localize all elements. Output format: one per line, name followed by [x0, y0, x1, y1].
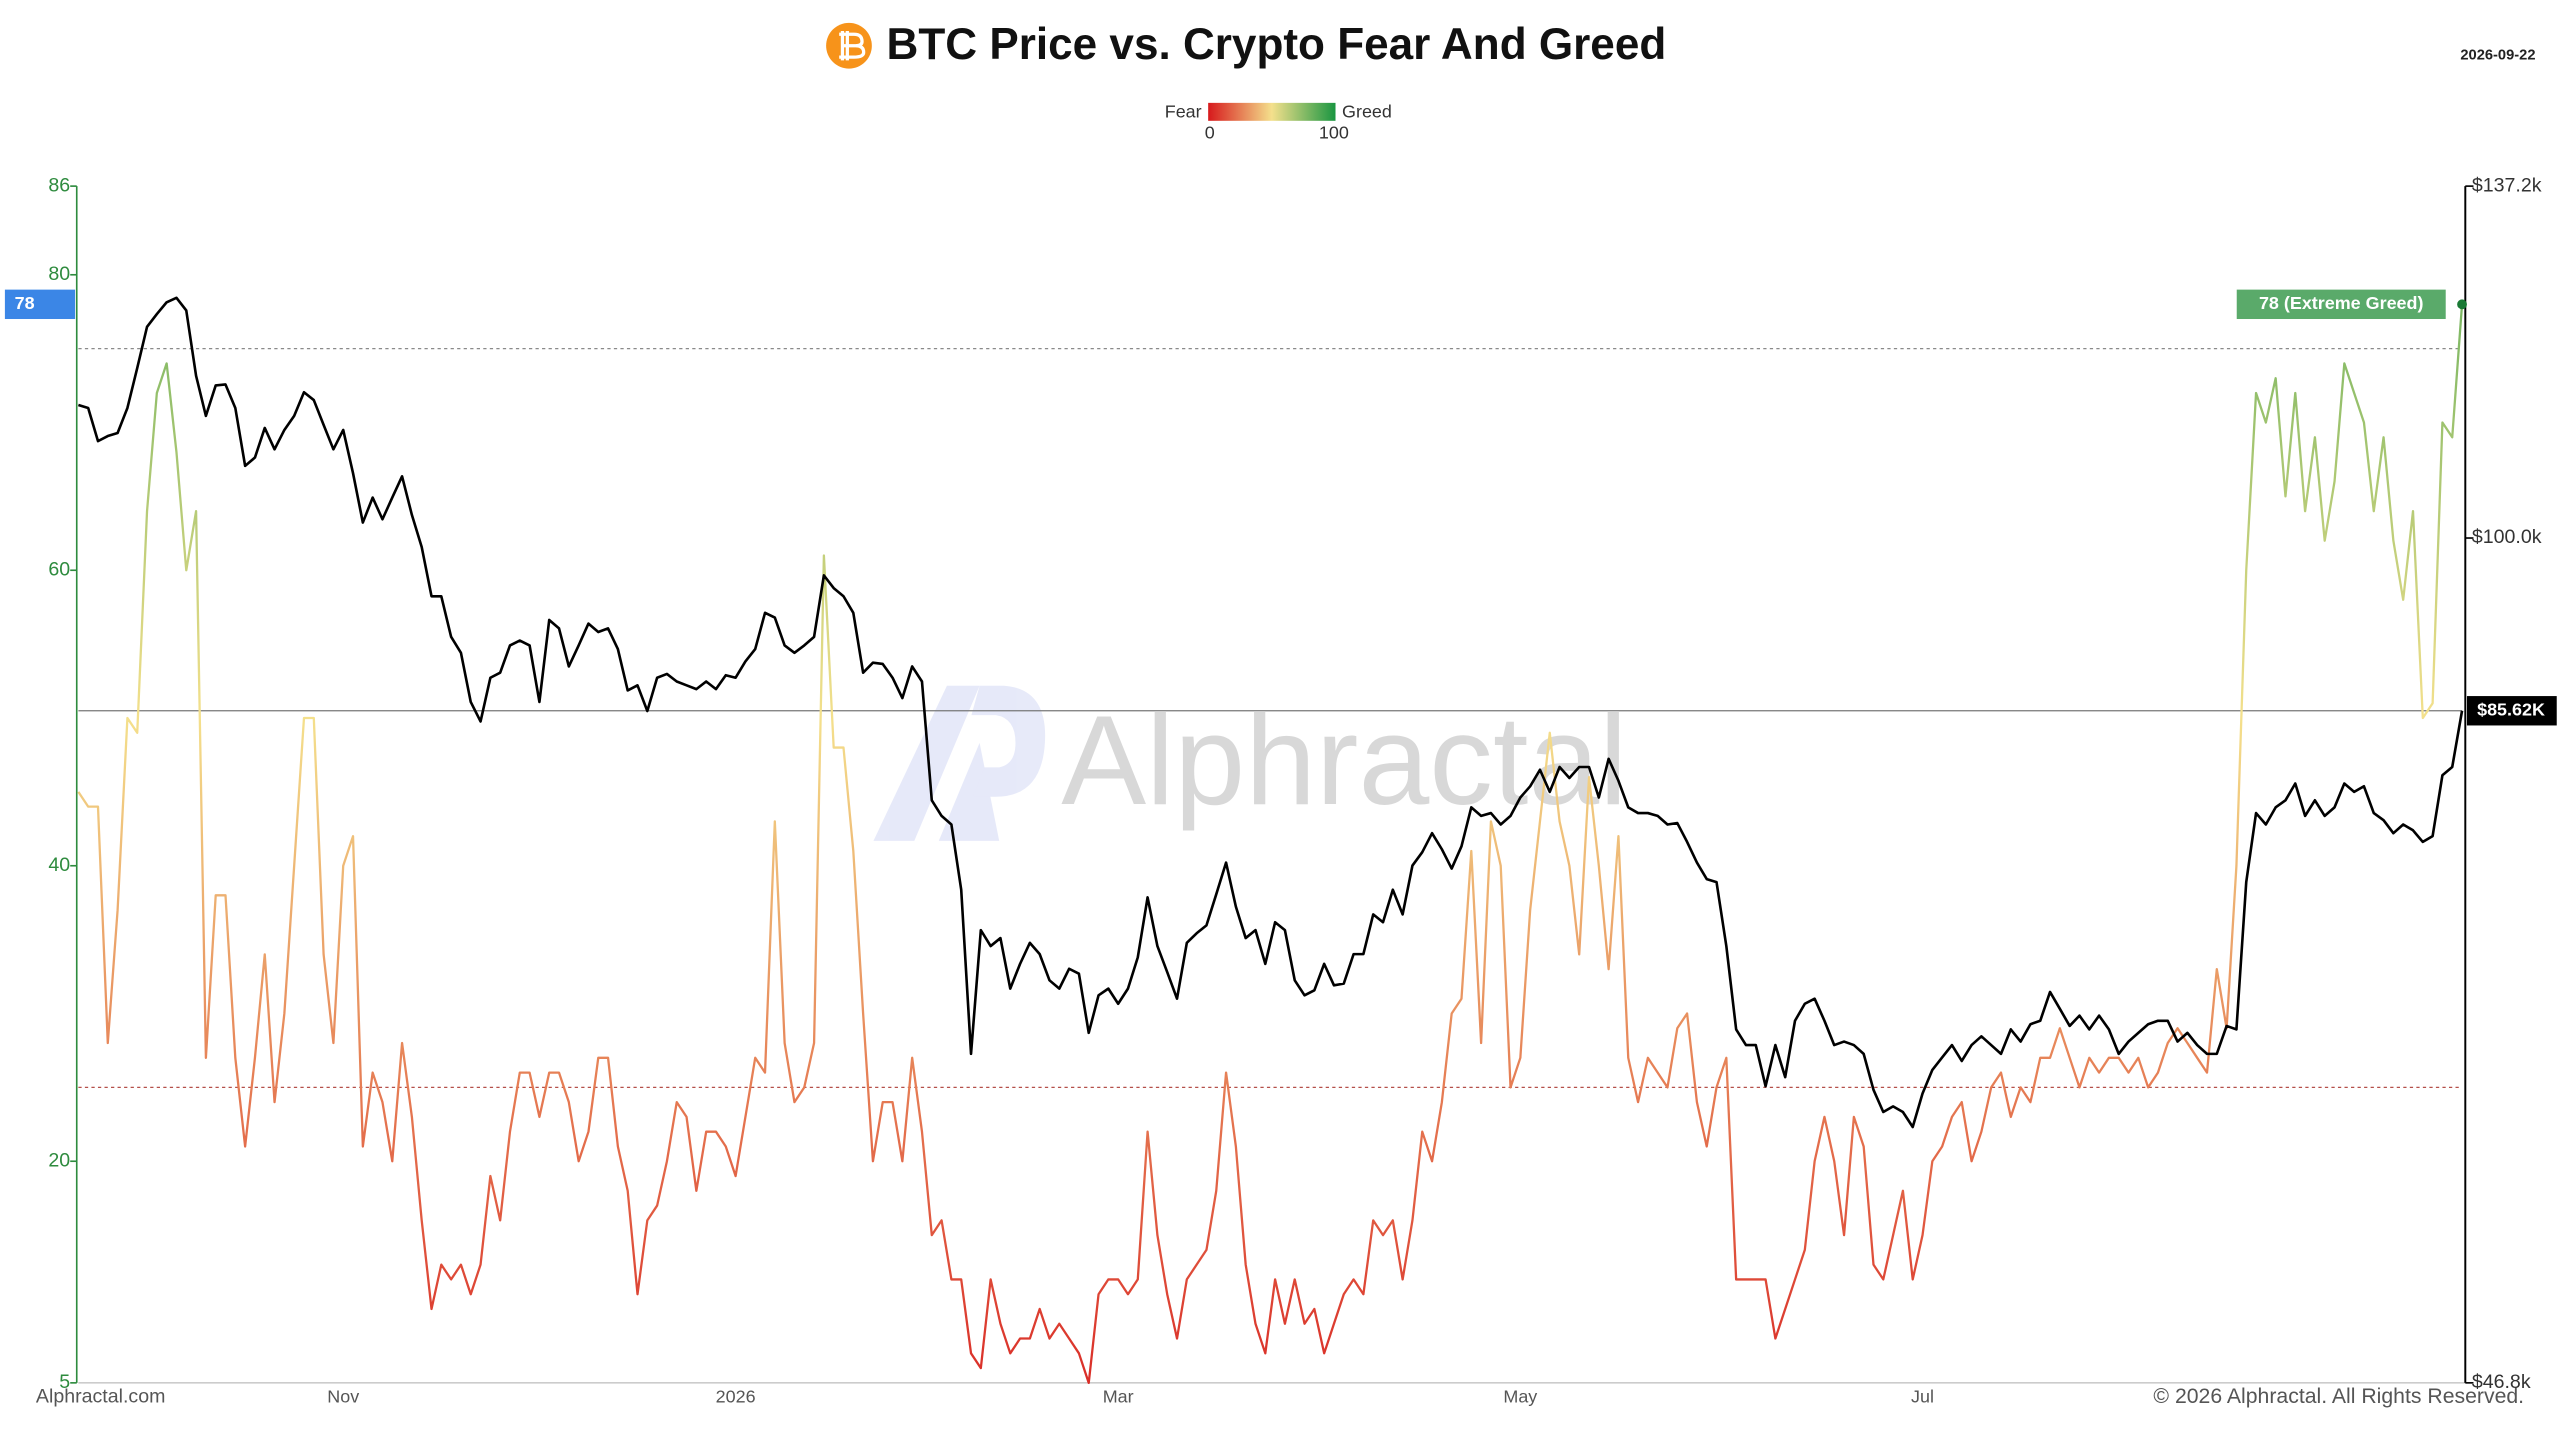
watermark: Alphractal	[1061, 689, 1627, 831]
footer-right: © 2026 Alphractal. All Rights Reserved.	[2153, 1385, 2524, 1408]
fg-badge	[2236, 289, 2446, 320]
legend-gradient	[1208, 102, 1336, 121]
y-tick-label: 20	[48, 1149, 70, 1171]
date-label: 2026-09-22	[2460, 47, 2535, 63]
x-tick-label: May	[1503, 1386, 1537, 1406]
bitcoin-icon	[826, 22, 872, 69]
x-tick-label: Nov	[327, 1386, 359, 1406]
y2-tick-label: $46.8k	[2472, 1371, 2531, 1393]
footer-left: Alphractal.com	[36, 1386, 165, 1408]
x-tick-label: 2026	[716, 1386, 756, 1406]
watermark-logo	[873, 685, 1046, 841]
fg-axis-badge-label: 78	[15, 293, 35, 313]
price-badge-label: $85.62K	[2477, 700, 2545, 720]
fg-badge-label: 78 (Extreme Greed)	[2259, 293, 2424, 313]
x-tick-label: Mar	[1103, 1386, 1134, 1406]
chart-title: BTC Price vs. Crypto Fear And Greed	[887, 20, 1667, 69]
price-badge	[2466, 696, 2557, 726]
price-line	[77, 296, 2464, 1129]
legend-max: 100	[1319, 123, 1349, 143]
y-tick-label: 80	[48, 263, 70, 285]
y2-tick-label: $137.2k	[2472, 174, 2542, 196]
y2-tick-label: $100.0k	[2472, 526, 2542, 548]
x-tick-label: Jul	[1911, 1386, 1934, 1406]
y-tick-label: 5	[59, 1371, 70, 1393]
legend-min: 0	[1205, 123, 1215, 143]
y-tick-label: 60	[48, 558, 70, 580]
y-tick-label: 40	[48, 854, 70, 876]
fg-axis-badge	[4, 289, 76, 320]
y-tick-label: 86	[48, 174, 70, 196]
fg-last-point	[2457, 299, 2467, 310]
legend-high-label: Greed	[1342, 101, 1392, 121]
fear-greed-line	[77, 304, 2464, 1384]
legend-low-label: Fear	[1165, 101, 1202, 121]
